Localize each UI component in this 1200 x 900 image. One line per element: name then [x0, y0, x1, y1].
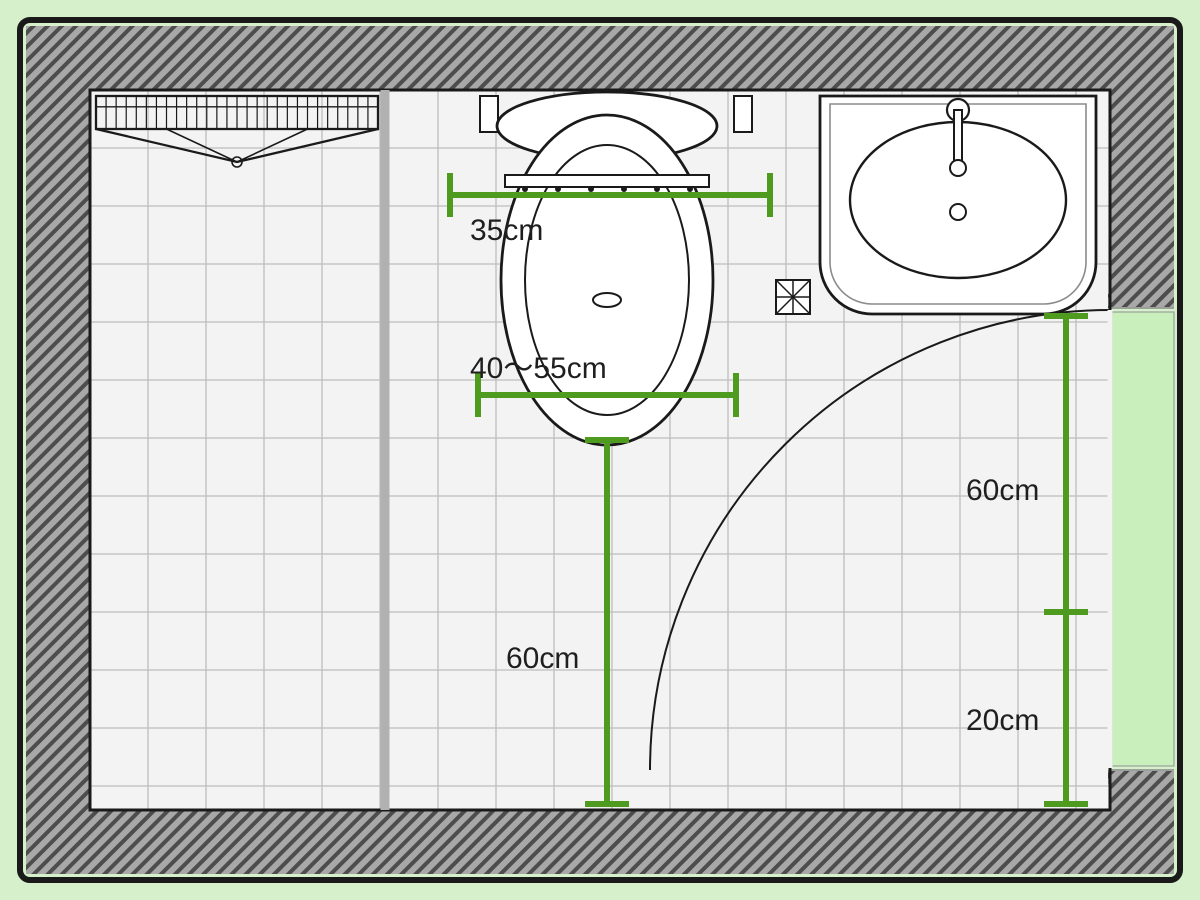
sink-front-clearance-label-0: 60cm	[966, 474, 1039, 507]
sink-front-clearance-label-1: 20cm	[966, 704, 1039, 737]
toilet-front-clearance-label: 60cm	[506, 642, 579, 675]
door	[1108, 294, 1174, 784]
toilet-clearance-width-label: 35cm	[470, 214, 543, 247]
sink	[820, 96, 1096, 314]
floor-drain	[776, 280, 810, 314]
door-leaf	[1112, 312, 1174, 766]
toilet-seat-width-label: 40～55cm	[470, 352, 607, 385]
bathroom-floor-plan: 35cm 40～55cm 60cm 60cm 20cm	[0, 0, 1200, 900]
